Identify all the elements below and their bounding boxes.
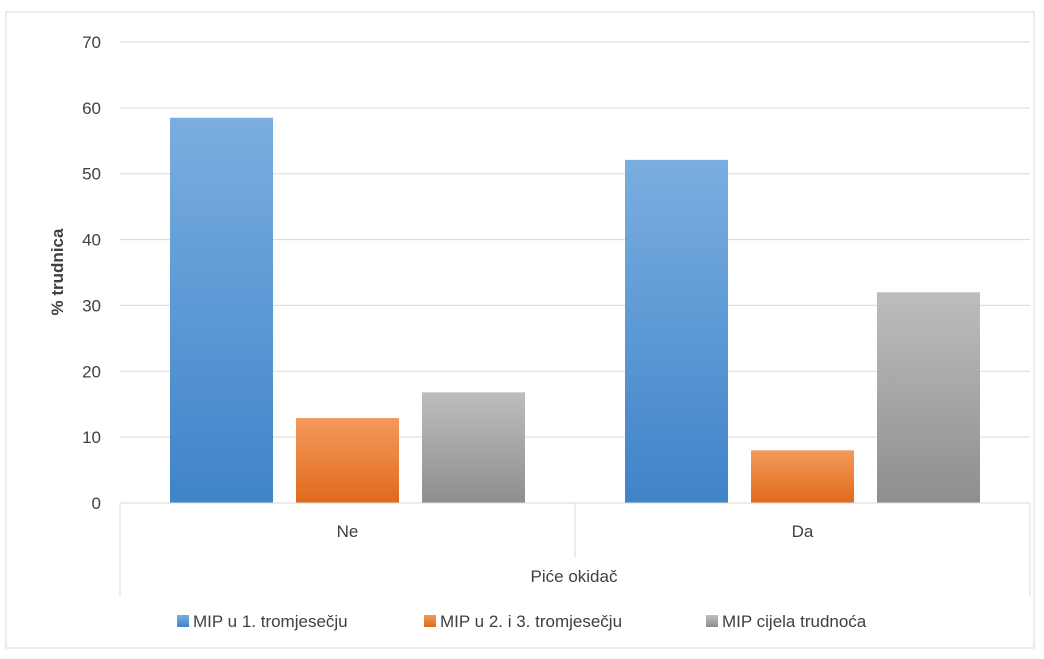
bar xyxy=(296,418,399,503)
legend-swatch xyxy=(706,615,718,627)
y-axis-ticks: 0 10 20 30 40 50 60 70 xyxy=(82,33,101,513)
y-tick-label: 60 xyxy=(82,99,101,118)
y-tick-label: 0 xyxy=(92,494,101,513)
bar xyxy=(625,159,728,504)
y-tick-label: 30 xyxy=(82,296,101,315)
legend-label: MIP u 1. tromjesečju xyxy=(193,612,348,631)
legend-swatch xyxy=(177,615,189,627)
y-axis-label: % trudnica xyxy=(48,228,67,315)
legend-label: MIP u 2. i 3. tromjesečju xyxy=(440,612,622,631)
x-axis-label: Piće okidač xyxy=(531,567,618,586)
x-axis-ticks: Ne Da xyxy=(337,522,814,541)
legend-swatch xyxy=(424,615,436,627)
x-tick-label: Da xyxy=(792,522,814,541)
legend-label: MIP cijela trudnoća xyxy=(722,612,867,631)
x-tick-label: Ne xyxy=(337,522,359,541)
y-tick-label: 20 xyxy=(82,362,101,381)
legend-item: MIP u 2. i 3. tromjesečju xyxy=(424,612,622,631)
bar xyxy=(751,450,854,503)
bar xyxy=(422,392,525,503)
y-tick-label: 50 xyxy=(82,165,101,184)
legend-item: MIP cijela trudnoća xyxy=(706,612,867,631)
bar xyxy=(877,292,980,503)
legend: MIP u 1. tromjesečju MIP u 2. i 3. tromje… xyxy=(177,612,867,631)
y-tick-label: 10 xyxy=(82,428,101,447)
bars xyxy=(170,117,980,504)
bar xyxy=(170,117,273,503)
x-axis xyxy=(119,502,1031,596)
y-tick-label: 40 xyxy=(82,231,101,250)
legend-item: MIP u 1. tromjesečju xyxy=(177,612,348,631)
y-tick-label: 70 xyxy=(82,33,101,52)
